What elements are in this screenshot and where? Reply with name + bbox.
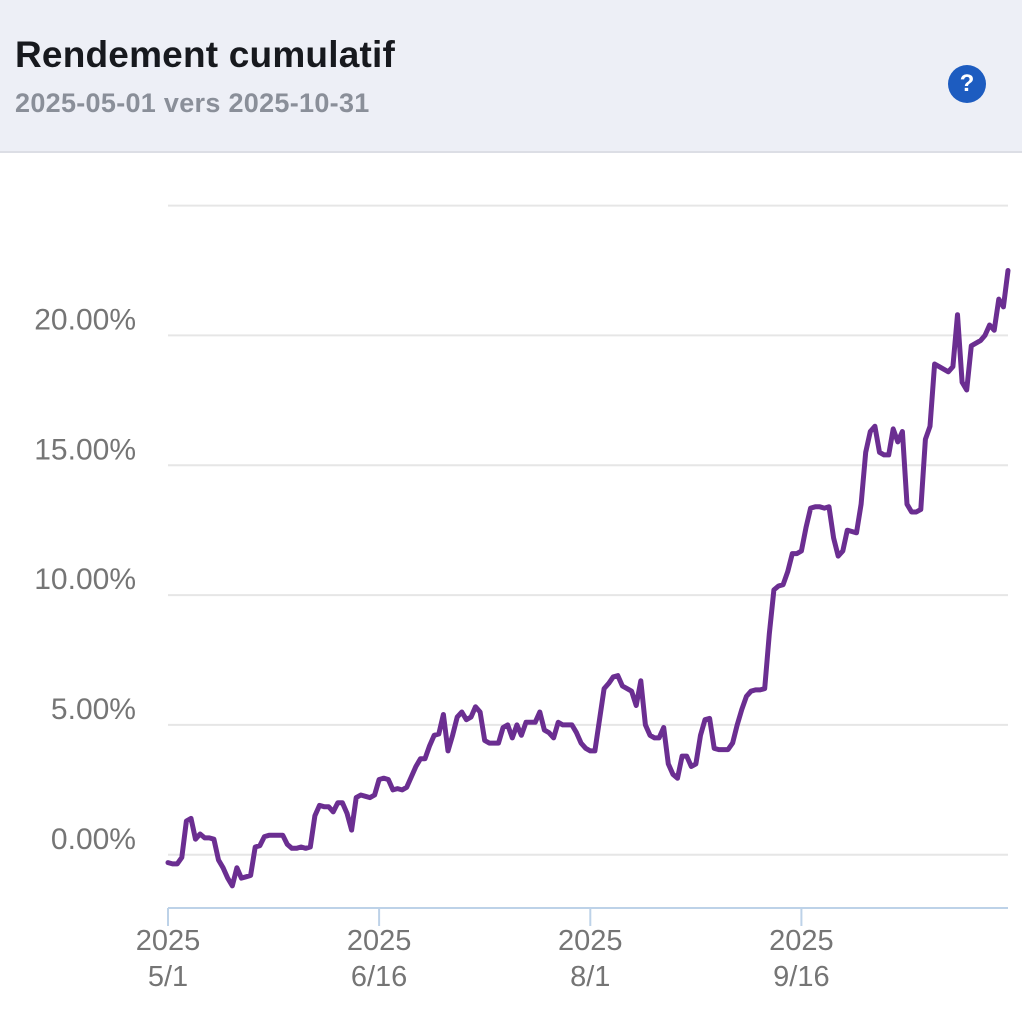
chart-area: 0.00% 5.00% 10.00% 15.00% 20.00% 2025 5/1 2025 6… bbox=[0, 153, 1022, 1024]
page-title: Rendement cumulatif bbox=[15, 34, 396, 75]
date-range-subtitle: 2025-05-01 vers 2025-10-31 bbox=[15, 88, 370, 118]
x-axis-label-year: 2025 bbox=[136, 925, 201, 957]
question-mark-icon: ? bbox=[959, 70, 975, 97]
x-axis-label-date: 5/1 bbox=[148, 961, 188, 993]
y-axis-label: 0.00% bbox=[51, 823, 136, 856]
y-axis-label: 20.00% bbox=[34, 303, 136, 336]
return-line-series bbox=[165, 268, 1011, 889]
x-axis-label-date: 9/16 bbox=[773, 961, 829, 993]
y-axis-label: 15.00% bbox=[34, 433, 136, 466]
y-axis-label: 5.00% bbox=[51, 693, 136, 726]
y-axis-label: 10.00% bbox=[34, 563, 136, 596]
x-axis-label-date: 6/16 bbox=[351, 961, 407, 993]
x-axis-label-year: 2025 bbox=[769, 925, 834, 957]
help-button[interactable]: ? bbox=[948, 65, 986, 103]
x-axis-label-year: 2025 bbox=[558, 925, 623, 957]
chart-header: Rendement cumulatif 2025-05-01 vers 2025… bbox=[0, 0, 1022, 153]
x-axis-label-date: 8/1 bbox=[570, 961, 610, 993]
cumulative-return-line-chart: 0.00% 5.00% 10.00% 15.00% 20.00% 2025 5/1 2025 6… bbox=[34, 204, 1011, 993]
x-axis-label-year: 2025 bbox=[347, 925, 412, 957]
